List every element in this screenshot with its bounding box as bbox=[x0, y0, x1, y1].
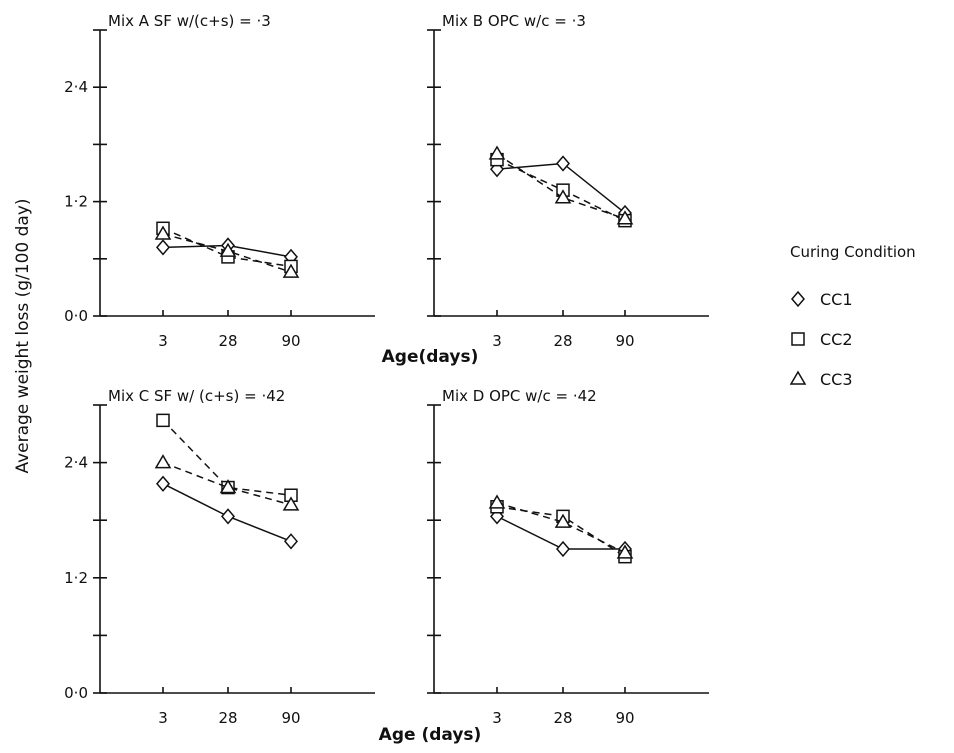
data-point-cc3 bbox=[488, 145, 506, 160]
x-tick-label: 28 bbox=[553, 709, 572, 727]
data-point-cc1 bbox=[284, 533, 298, 550]
panels: 0·0 1·2 2·4 3 28 90 Mix A SF w/(c+s) = ·3 Age(d… bbox=[64, 12, 709, 745]
legend-item-cc3: CC3 bbox=[789, 370, 853, 389]
data-point-cc1 bbox=[156, 239, 170, 256]
x-tick-label: 3 bbox=[158, 332, 168, 350]
panel-3: 0·0 1·2 2·4 3 28 90 Mix C SF w/ (c+s) = ·42 Age… bbox=[64, 387, 481, 745]
x-axis-label: Age (days) bbox=[379, 725, 482, 745]
x-tick-label: 90 bbox=[281, 709, 300, 727]
data-point-cc3 bbox=[219, 479, 237, 494]
series-line-cc2 bbox=[162, 227, 292, 268]
y-tick-label: 1·2 bbox=[64, 193, 88, 211]
data-point-cc3 bbox=[282, 263, 300, 278]
data-point-cc2 bbox=[156, 413, 170, 428]
x-tick-label: 90 bbox=[615, 332, 634, 350]
panel-title: Mix D OPC w/c = ·42 bbox=[442, 387, 597, 405]
data-point-cc1 bbox=[556, 540, 570, 558]
data-point-cc3 bbox=[616, 210, 634, 225]
data-point-cc3 bbox=[154, 454, 172, 469]
x-tick-label: 90 bbox=[281, 332, 300, 350]
y-tick-label: 2·4 bbox=[64, 454, 88, 472]
x-tick-label: 28 bbox=[553, 332, 572, 350]
x-tick-label: 28 bbox=[218, 332, 237, 350]
data-point-cc3 bbox=[282, 496, 300, 511]
x-tick-label: 3 bbox=[158, 709, 168, 727]
x-axis-label: Age(days) bbox=[382, 347, 479, 367]
legend-marker-diamond bbox=[791, 290, 805, 308]
series-line-cc3 bbox=[496, 502, 626, 554]
data-point-cc3 bbox=[154, 225, 172, 240]
panel-title: Mix B OPC w/c = ·3 bbox=[442, 12, 586, 30]
legend-label: CC2 bbox=[820, 330, 853, 349]
y-tick-label: 0·0 bbox=[64, 684, 88, 702]
legend-item-cc1: CC1 bbox=[791, 290, 853, 309]
panel-title: Mix A SF w/(c+s) = ·3 bbox=[108, 12, 271, 30]
data-point-cc1 bbox=[221, 508, 235, 525]
x-tick-label: 3 bbox=[492, 332, 502, 350]
series-line-cc3 bbox=[496, 153, 626, 220]
data-point-cc3 bbox=[488, 494, 506, 509]
data-point-cc1 bbox=[556, 155, 570, 172]
data-point-cc3 bbox=[616, 544, 634, 559]
series-line-cc2 bbox=[162, 419, 292, 496]
data-point-cc3 bbox=[554, 513, 572, 528]
legend-items: CC1 CC2 CC3 bbox=[789, 290, 853, 389]
panel-2: 3 28 90 Mix B OPC w/c = ·3 bbox=[427, 12, 709, 350]
y-tick-label: 0·0 bbox=[64, 307, 88, 325]
legend-marker-triangle bbox=[789, 370, 807, 385]
y-tick-label: 1·2 bbox=[64, 569, 88, 587]
legend-marker-square bbox=[791, 332, 805, 346]
legend: Curing Condition CC1 CC2 CC3 bbox=[789, 243, 916, 389]
legend-label: CC1 bbox=[820, 290, 853, 309]
legend-title: Curing Condition bbox=[790, 243, 916, 261]
data-point-cc3 bbox=[219, 242, 237, 257]
panel-4: 3 28 90 Mix D OPC w/c = ·42 bbox=[427, 387, 709, 727]
x-tick-label: 90 bbox=[615, 709, 634, 727]
x-tick-label: 3 bbox=[492, 709, 502, 727]
series-line-cc3 bbox=[162, 461, 292, 506]
y-axis-label: Average weight loss (g/100 day) bbox=[13, 198, 33, 473]
legend-item-cc2: CC2 bbox=[791, 330, 853, 349]
panel-1: 0·0 1·2 2·4 3 28 90 Mix A SF w/(c+s) = ·3 Age(d… bbox=[64, 12, 478, 367]
x-tick-label: 28 bbox=[218, 709, 237, 727]
panel-title: Mix C SF w/ (c+s) = ·42 bbox=[108, 387, 285, 405]
y-tick-label: 2·4 bbox=[64, 78, 88, 96]
data-point-cc1 bbox=[156, 475, 170, 492]
data-point-cc3 bbox=[554, 189, 572, 204]
series-line-cc3 bbox=[162, 233, 292, 273]
legend-label: CC3 bbox=[820, 370, 853, 389]
